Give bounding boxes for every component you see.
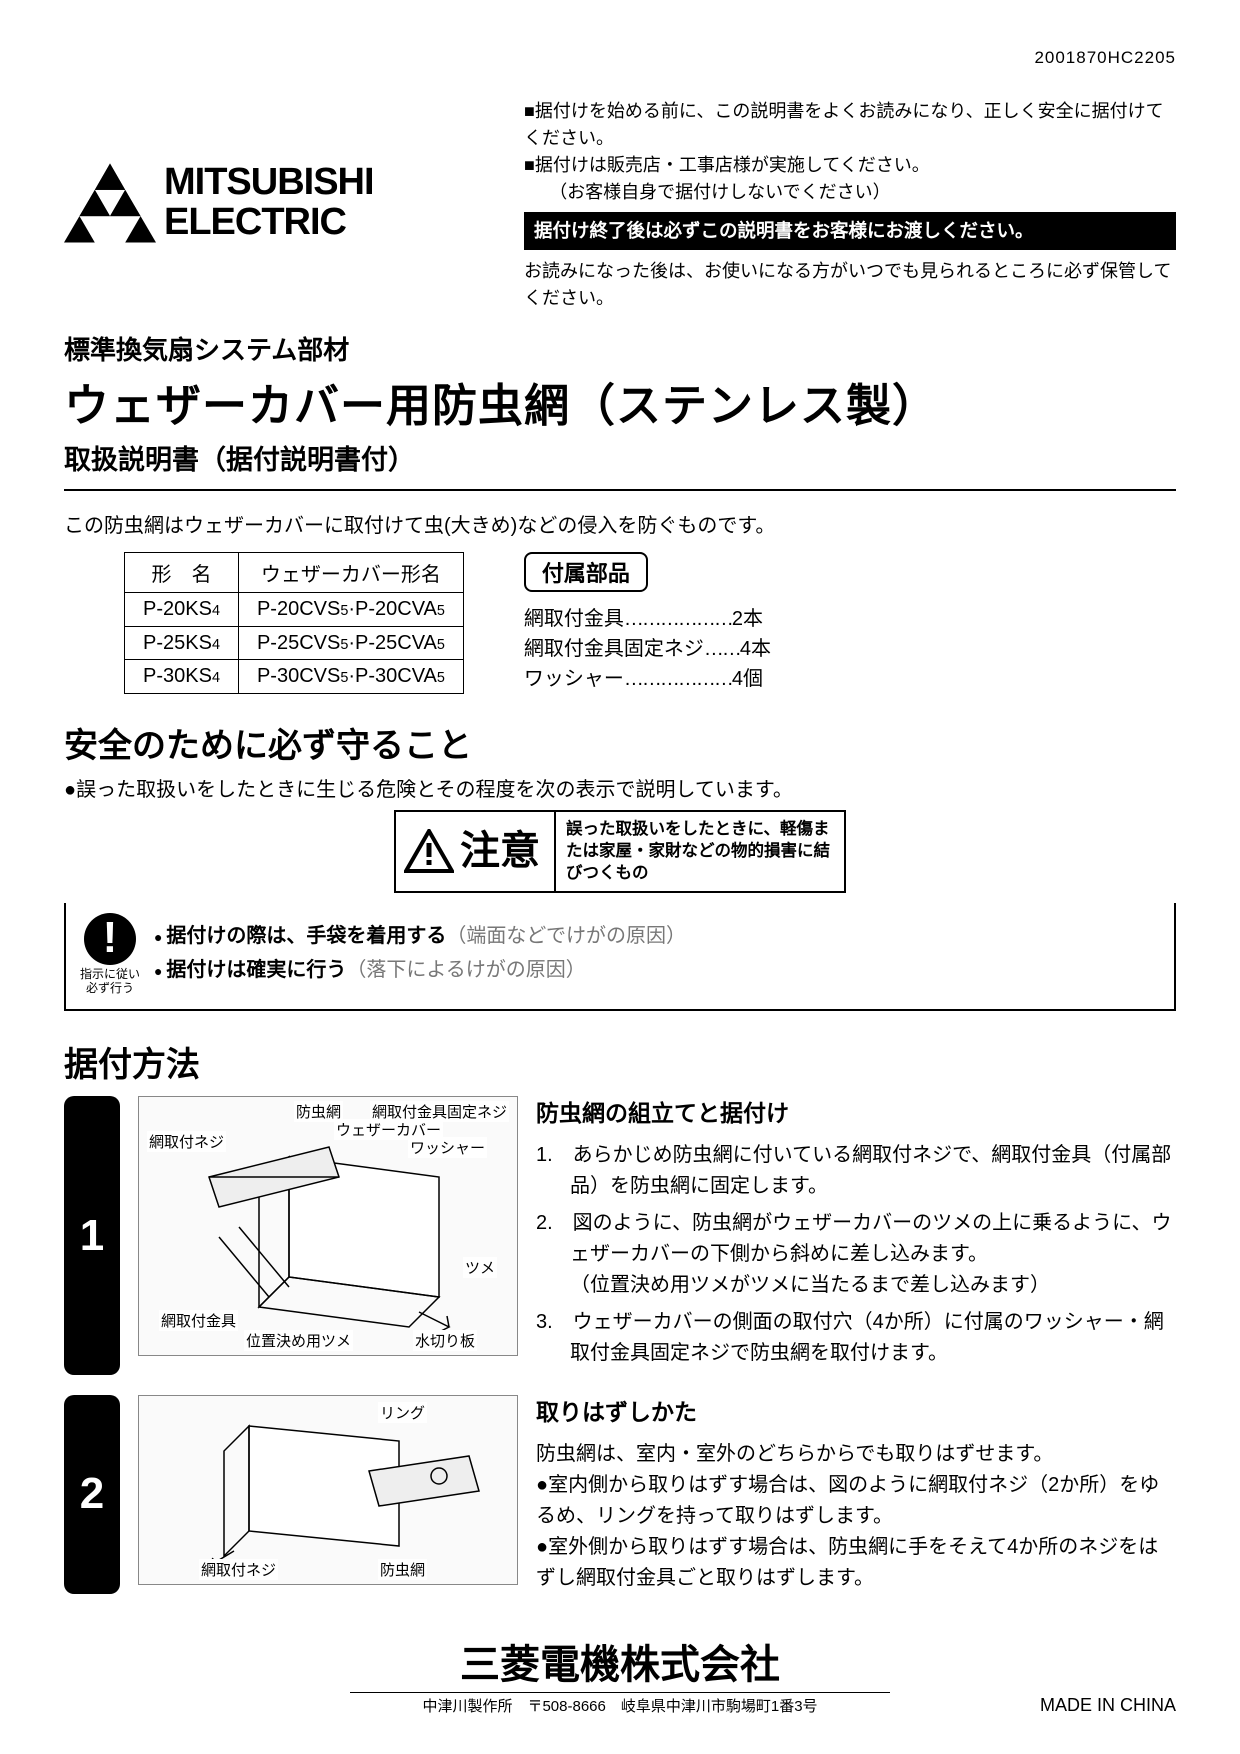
notice-1: 据付けを始める前に、この説明書をよくお読みになり、正しく安全に据付けてください。 [524,98,1176,152]
document-code: 2001870HC2205 [64,48,1176,68]
table-row: P-20KS4 P-20CVS5·P-20CVA5 [125,593,464,627]
brand-line1: MITSUBISHI [164,163,374,203]
list-item: 網取付金具固定ネジ……4本 [524,634,771,664]
list-item: 据付けの際は、手袋を着用する（端面などでけがの原因） [154,919,686,953]
caution-box: 注意 誤った取扱いをしたときに、軽傷または家屋・家財などの物的損害に結びつくもの [394,810,846,893]
install-heading: 据付方法 [64,1037,1176,1086]
list-item: 網取付金具………………2本 [524,604,771,634]
caution-desc: 誤った取扱いをしたときに、軽傷または家屋・家財などの物的損害に結びつくもの [554,812,844,891]
step2-text: 取りはずしかた 防虫網は、室内・室外のどちらからでも取りはずせます。 室内側から… [536,1395,1176,1594]
intro-text: この防虫網はウェザーカバーに取付けて虫(大きめ)などの侵入を防ぐものです。 [64,509,1176,538]
step2-title: 取りはずしかた [536,1395,1176,1431]
parts-box: 付属部品 網取付金具………………2本 網取付金具固定ネジ……4本 ワッシャー……… [524,552,771,694]
list-item: 3. ウェザーカバーの側面の取付穴（4か所）に付属のワッシャー・網取付金具固定ネ… [536,1307,1176,1369]
notice-block: 据付けを始める前に、この説明書をよくお読みになり、正しく安全に据付けてください。… [524,98,1176,312]
company-name: 三菱電機株式会社 [0,1632,1240,1690]
list-item: ワッシャー………………4個 [524,664,771,694]
notice-banner: 据付け終了後は必ずこの説明書をお客様にお渡しください。 [524,212,1176,250]
brand-line2: ELECTRIC [164,203,374,243]
instruction-box: ! 指示に従い 必ず行う 据付けの際は、手袋を着用する（端面などでけがの原因） … [64,903,1176,1012]
step-number: 1 [64,1096,120,1375]
step2-figure: リング 防虫網 網取付ネジ [138,1395,518,1585]
mitsubishi-logo-icon [64,163,156,243]
title-rule [64,489,1176,491]
model-parts-row: 形 名 ウェザーカバー形名 P-20KS4 P-20CVS5·P-20CVA5 … [64,552,1176,694]
step1-title: 防虫網の組立てと据付け [536,1096,1176,1132]
footer: 三菱電機株式会社 中津川製作所 〒508-8666 岐阜県中津川市駒場町1番3号… [0,1632,1240,1716]
table-row: 形 名 ウェザーカバー形名 [125,552,464,592]
main-title: ウェザーカバー用防虫網（ステンレス製） [64,369,1176,434]
pre-title: 標準換気扇システム部材 [64,330,1176,367]
list-item: 2. 図のように、防虫網がウェザーカバーのツメの上に乗るように、ウェザーカバーの… [536,1208,1176,1301]
instruction-list: 据付けの際は、手袋を着用する（端面などでけがの原因） 据付けは確実に行う（落下に… [154,913,686,987]
made-in: MADE IN CHINA [1040,1695,1176,1716]
company-address: 中津川製作所 〒508-8666 岐阜県中津川市駒場町1番3号 [350,1692,890,1716]
list-item: 据付けは確実に行う（落下によるけがの原因） [154,953,686,987]
notice-3: お読みになった後は、お使いになる方がいつでも見られるところに必ず保管してください… [524,258,1176,312]
caution-word: 注意 [460,831,540,871]
model-table: 形 名 ウェザーカバー形名 P-20KS4 P-20CVS5·P-20CVA5 … [124,552,464,694]
safety-lead: 誤った取扱いをしたときに生じる危険とその程度を次の表示で説明しています。 [64,773,1176,802]
table-row: P-30KS4 P-30CVS5·P-30CVA5 [125,660,464,694]
safety-heading: 安全のために必ず守ること [64,718,1176,767]
brand-text: MITSUBISHI ELECTRIC [164,163,374,243]
step1-figure: 防虫網 網取付金具固定ネジ 網取付ネジ ウェザーカバー ワッシャー ツメ 網取付… [138,1096,518,1356]
parts-list: 網取付金具………………2本 網取付金具固定ネジ……4本 ワッシャー………………4… [524,604,771,694]
col-cover: ウェザーカバー形名 [238,552,463,592]
logo-block: MITSUBISHI ELECTRIC [64,98,494,312]
notice-2b: （お客様自身で据付けしないでください） [524,179,1176,206]
header-row: MITSUBISHI ELECTRIC 据付けを始める前に、この説明書をよくお読… [64,98,1176,312]
step2-lead: 防虫網は、室内・室外のどちらからでも取りはずせます。 [536,1439,1176,1470]
sub-title: 取扱説明書（据付説明書付） [64,438,1176,477]
col-model: 形 名 [125,552,239,592]
list-item: 室内側から取りはずす場合は、図のように網取付ネジ（2か所）をゆるめ、リングを持っ… [536,1470,1176,1532]
step-number: 2 [64,1395,120,1594]
step-2: 2 リング 防虫網 網取付ネジ 取りはずしかた 防虫網は、室内・室外のどちらから… [64,1395,1176,1594]
table-row: P-25KS4 P-25CVS5·P-25CVA5 [125,626,464,660]
step-1: 1 防虫網 網取付金具固定ネジ 網取付ネジ ウェザーカバー ワッシャー ツメ 網… [64,1096,1176,1375]
removal-diagram-icon [139,1396,519,1586]
warning-triangle-icon [404,829,454,873]
step1-text: 防虫網の組立てと据付け 1. あらかじめ防虫網に付いている網取付ネジで、網取付金… [536,1096,1176,1375]
mandatory-icon: ! 指示に従い 必ず行う [80,913,140,996]
notice-2: 据付けは販売店・工事店様が実施してください。 [524,152,1176,179]
list-item: 1. あらかじめ防虫網に付いている網取付ネジで、網取付金具（付属部品）を防虫網に… [536,1140,1176,1202]
list-item: 室外側から取りはずす場合は、防虫網に手をそえて4か所のネジをはずし網取付金具ごと… [536,1532,1176,1594]
parts-header: 付属部品 [524,552,648,592]
